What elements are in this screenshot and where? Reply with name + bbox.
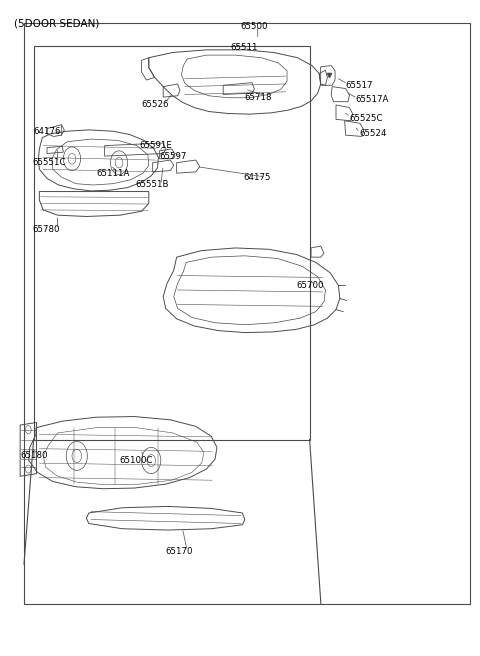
Text: 65551C: 65551C: [33, 158, 66, 167]
Text: 65517: 65517: [346, 81, 373, 90]
Text: 65511: 65511: [230, 43, 258, 52]
Text: 65100C: 65100C: [119, 456, 153, 465]
Text: 65500: 65500: [240, 22, 267, 31]
Text: 65591E: 65591E: [139, 141, 172, 150]
Text: 65780: 65780: [33, 225, 60, 234]
Text: 65551B: 65551B: [135, 180, 169, 190]
Text: 64176: 64176: [34, 127, 61, 136]
Text: 65526: 65526: [142, 100, 169, 110]
Text: 65170: 65170: [166, 546, 193, 556]
Text: 65517A: 65517A: [355, 95, 389, 104]
Text: (5DOOR SEDAN): (5DOOR SEDAN): [14, 18, 100, 28]
Text: 65180: 65180: [20, 451, 48, 461]
Text: 65111A: 65111A: [96, 169, 130, 178]
Text: 65700: 65700: [297, 281, 324, 290]
Text: 65524: 65524: [359, 129, 386, 138]
Text: 64175: 64175: [244, 173, 271, 182]
Bar: [34, 46, 310, 440]
Bar: [24, 23, 470, 604]
Text: 65718: 65718: [245, 92, 272, 102]
Text: 65525C: 65525C: [349, 113, 383, 123]
Text: 65597: 65597: [160, 152, 187, 161]
